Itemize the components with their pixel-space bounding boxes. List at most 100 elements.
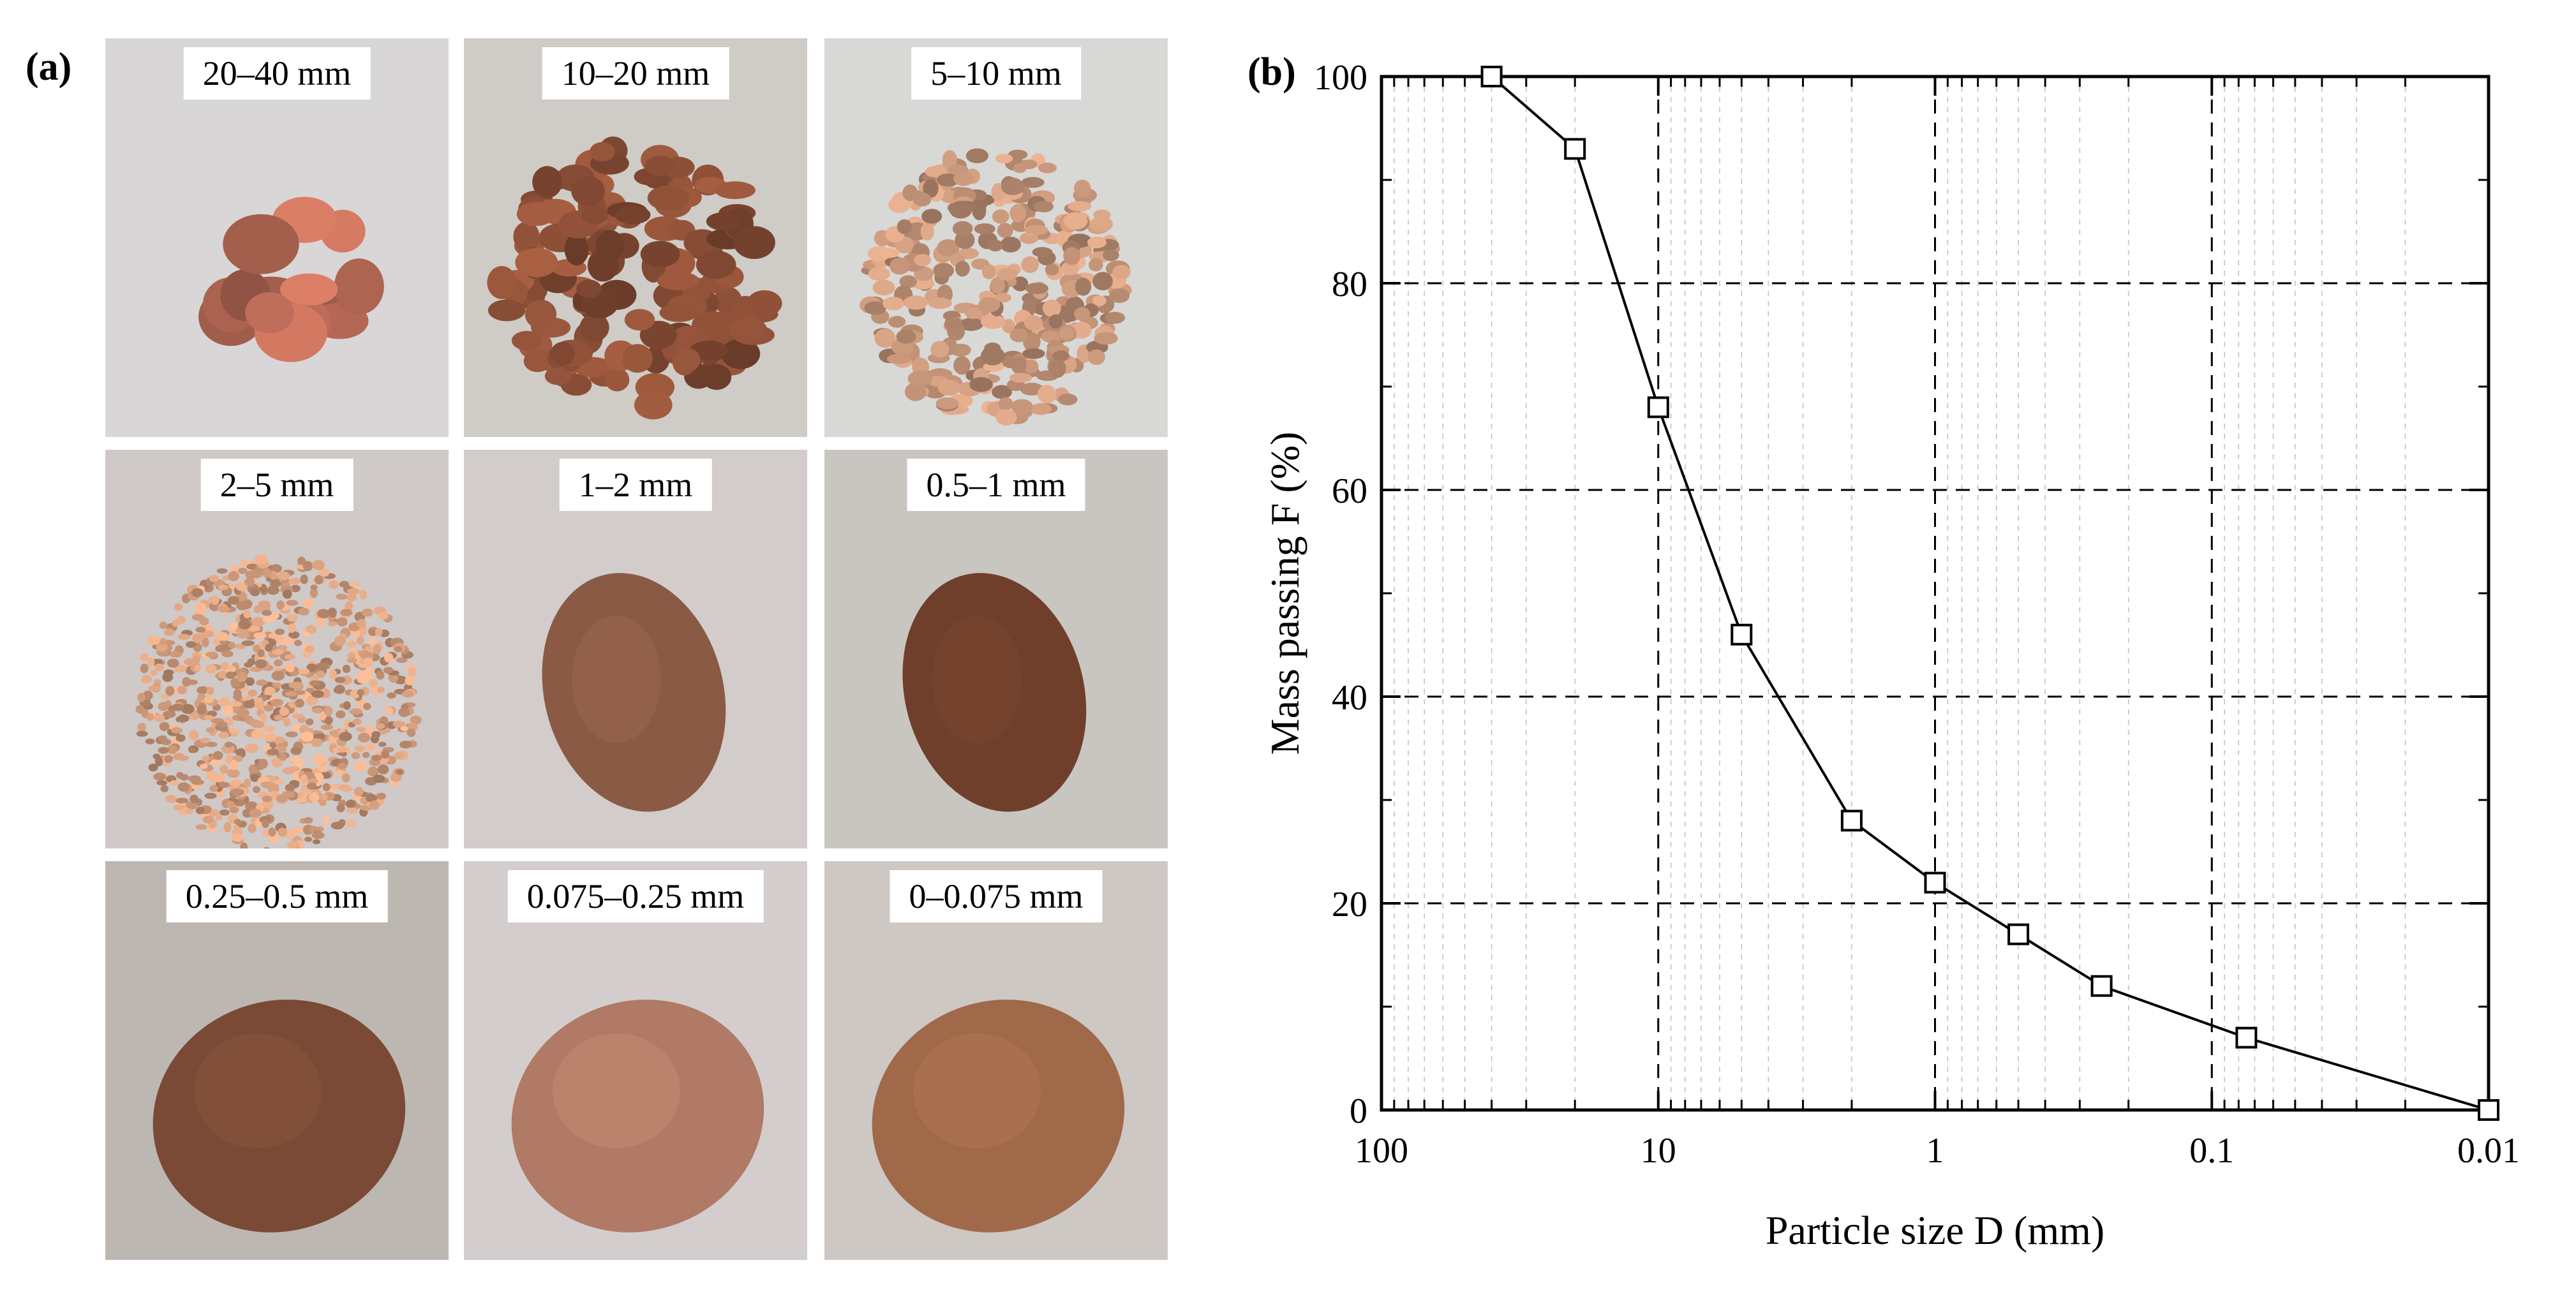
aggregate-particle [1021,177,1045,188]
aggregate-particle [364,667,373,677]
aggregate-particle [167,706,178,712]
aggregate-particle [191,779,204,785]
x-tick-label: 10 [1641,1131,1676,1171]
sample-photo: 20–40 mm [105,38,449,437]
aggregate-particle [205,727,215,733]
aggregate-particle [1038,385,1057,404]
aggregate-particle [564,233,589,266]
sample-photo: 2–5 mm [105,450,449,848]
aggregate-particle [364,657,373,667]
aggregate-particle [250,773,260,782]
aggregate-particle [888,316,906,328]
aggregate-particle [231,834,244,842]
aggregate-particle [302,632,311,637]
aggregate-pile [153,999,406,1232]
heap-highlight [194,1033,322,1148]
aggregate-particle [334,258,384,315]
aggregate-particle [156,780,167,786]
y-tick-label: 100 [1314,58,1367,98]
aggregate-particle [383,667,394,674]
aggregate-particle [1105,311,1126,324]
y-tick-label: 40 [1332,678,1367,718]
aggregate-particle [371,731,381,739]
aggregate-particle [395,769,404,775]
aggregate-particle [389,674,398,683]
aggregate-particle [266,586,279,595]
aggregate-particle [733,226,775,259]
aggregate-particle [285,731,298,737]
aggregate-particle [256,679,268,686]
aggregate-particle [969,377,993,392]
aggregate-particle [257,649,265,658]
aggregate-particle [405,676,415,686]
aggregate-particle [907,370,933,387]
aggregate-particle [324,706,333,716]
aggregate-particle [935,397,959,410]
aggregate-particle [221,650,234,658]
aggregate-particle [373,644,382,654]
aggregate-particle [313,733,326,739]
aggregate-particle [258,600,271,609]
aggregate-particle [327,621,338,626]
aggregate-particle [318,568,330,577]
aggregate-particle [322,783,331,792]
aggregate-particle [368,767,378,776]
aggregate-particle [272,736,286,744]
aggregate-particle [292,713,305,719]
aggregate-particle [206,771,217,781]
aggregate-particle [523,350,551,373]
aggregate-particle [385,707,394,715]
x-tick-label: 0.01 [2457,1131,2520,1171]
aggregate-particle [614,205,651,225]
aggregate-particle [329,580,339,589]
aggregate-particle [368,629,376,636]
aggregate-particle [378,764,389,774]
aggregate-particle [306,695,318,706]
aggregate-particle [365,794,378,803]
aggregate-particle [747,290,782,316]
aggregate-particle [245,292,294,334]
aggregate-particle [171,727,183,734]
size-range-label: 0.075–0.25 mm [507,870,764,922]
aggregate-particle [177,685,187,695]
sample-photo: 0.075–0.25 mm [464,861,807,1260]
aggregate-particle [1075,278,1092,296]
size-range-label: 2–5 mm [200,459,354,511]
aggregate-particle [248,689,257,696]
aggregate-particle [264,732,276,742]
aggregate-particle [283,636,293,646]
aggregate-particle [154,714,165,722]
aggregate-particle [369,679,378,688]
aggregate-particle [1059,327,1074,340]
heap-highlight [572,616,661,743]
aggregate-particle [354,762,367,772]
aggregate-particle [896,329,916,344]
aggregate-particle [177,755,189,761]
major-gridlines [1381,77,2489,1110]
aggregate-particle [595,230,625,261]
aggregate-particle [334,635,346,646]
aggregate-particle [254,697,263,703]
aggregate-particle [396,657,408,663]
aggregate-particle [1033,201,1054,212]
aggregate-particle [188,730,199,741]
aggregate-particle [315,670,325,679]
aggregate-particle [223,705,234,716]
aggregate-particle [228,728,241,734]
data-point-marker [2090,975,2113,997]
data-markers [1480,66,2499,1121]
aggregate-particle [204,792,217,799]
aggregate-particle [1063,212,1088,230]
aggregate-particle [249,808,262,818]
aggregate-particle [903,295,928,310]
aggregate-particle [1022,348,1045,359]
aggregate-particle [354,745,366,752]
aggregate-particle [263,847,270,848]
aggregate-particle [571,175,605,206]
sample-photo: 0–0.075 mm [824,861,1168,1260]
aggregate-particle [515,248,558,278]
aggregate-particle [177,714,190,722]
aggregate-particle [357,732,371,743]
aggregate-particle [147,635,160,646]
aggregate-particle [287,623,296,633]
